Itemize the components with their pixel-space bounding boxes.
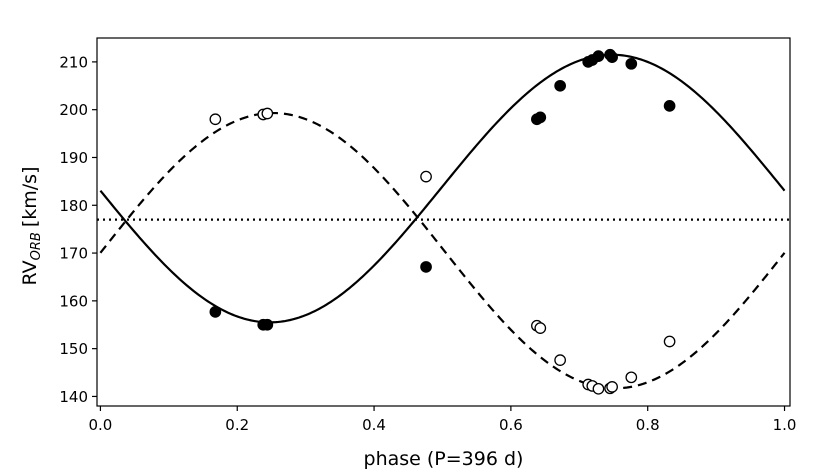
- x-tick-label: 0.8: [636, 416, 660, 434]
- y-axis-label-subscript: ORB: [29, 232, 44, 260]
- model-curves: [99, 53, 786, 390]
- model-curve-solid: [99, 53, 786, 324]
- y-tick-label: 160: [59, 292, 88, 310]
- filled-point: [606, 51, 618, 63]
- filled-point: [592, 50, 605, 63]
- filled-point: [554, 79, 566, 92]
- y-tick-label: 180: [59, 197, 88, 215]
- plot-area: [96, 37, 791, 407]
- x-tick-label: 0.2: [225, 416, 249, 434]
- y-axis-label-main: RV: [19, 260, 41, 285]
- x-tick-label: 0.6: [499, 416, 523, 434]
- open-point: [592, 382, 605, 395]
- filled-point: [261, 318, 274, 331]
- open-point: [420, 170, 432, 183]
- filled-point: [625, 57, 638, 70]
- open-point: [554, 354, 566, 366]
- y-tick-label: 140: [59, 388, 88, 406]
- open-point: [209, 113, 222, 126]
- data-points: [209, 48, 676, 395]
- y-tick-label: 210: [59, 53, 88, 71]
- filled-point: [663, 100, 676, 112]
- x-tick-label: 1.0: [773, 416, 797, 434]
- y-tick-label: 190: [59, 149, 88, 167]
- open-point: [663, 335, 676, 348]
- y-tick-label: 170: [59, 245, 88, 263]
- x-axis: 0.0 0.2 0.4 0.6 0.8 1.0: [88, 406, 796, 434]
- x-axis-label: phase (P=396 d): [364, 448, 524, 470]
- x-axis-label-text: phase (P=396 d): [364, 448, 524, 470]
- open-point: [534, 322, 547, 334]
- y-tick-label: 150: [59, 340, 88, 358]
- x-tick-label: 0.0: [88, 416, 112, 434]
- y-axis: 140 150 160 170 180 190 200 210: [59, 53, 97, 406]
- open-point: [606, 381, 618, 393]
- model-curve-dashed: [99, 111, 786, 390]
- open-point: [261, 107, 274, 120]
- filled-point: [209, 305, 222, 318]
- y-tick-label: 200: [59, 101, 88, 119]
- y-axis-label: RVORB [km/s]: [19, 167, 44, 286]
- y-axis-label-unit: [km/s]: [19, 167, 41, 228]
- x-tick-label: 0.4: [362, 416, 386, 434]
- filled-point: [534, 111, 547, 124]
- filled-point: [420, 261, 432, 273]
- open-point: [625, 371, 638, 384]
